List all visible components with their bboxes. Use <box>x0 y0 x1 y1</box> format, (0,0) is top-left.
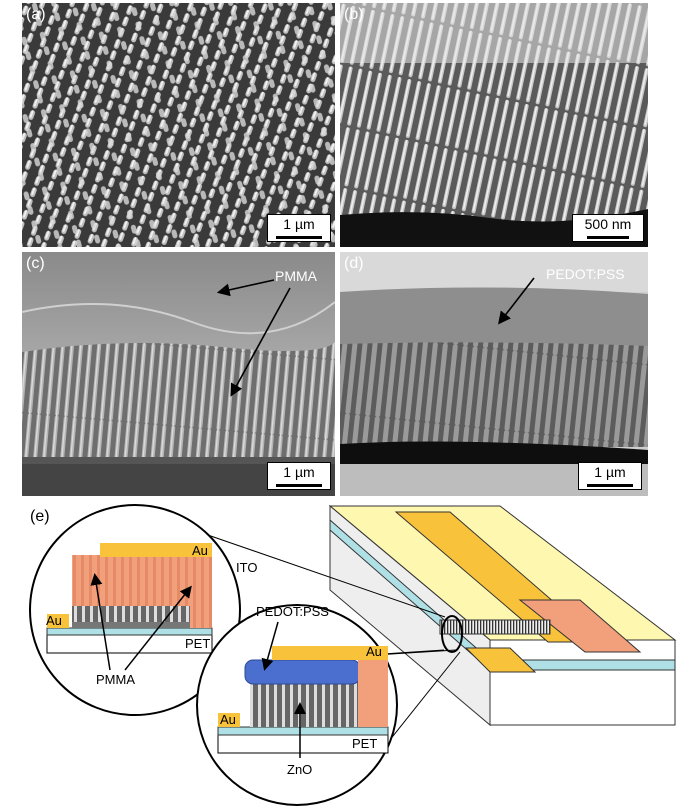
label-au-top-left: Au <box>192 543 208 558</box>
scale-bar-c-text: 1 µm <box>283 464 315 480</box>
scale-bar-b-text: 500 nm <box>584 216 632 232</box>
scale-bar-d: 1 µm <box>578 462 642 490</box>
panel-label-a: (a) <box>26 6 46 23</box>
panel-label-b: (b) <box>344 6 364 23</box>
device-3d <box>328 504 677 727</box>
scale-bar-d-line <box>587 484 633 487</box>
pmma-arrows <box>216 279 291 397</box>
scale-bar-c-line <box>276 484 322 487</box>
label-pet-right: PET <box>352 736 378 751</box>
scale-bar-b: 500 nm <box>572 214 644 242</box>
device-schematic <box>29 504 677 806</box>
scale-bar-a-text: 1 µm <box>283 216 315 232</box>
label-au-top-right: Au <box>366 644 382 659</box>
sem-panel-d: (d) PEDOT:PSS 1 µm <box>340 252 648 496</box>
label-pedot: PEDOT:PSS <box>256 604 329 619</box>
pedot-arrow <box>498 277 535 325</box>
scale-bar-d-text: 1 µm <box>594 464 626 480</box>
sem-image-b <box>340 3 648 247</box>
sem-image-a <box>22 3 335 247</box>
annotation-pmma: PMMA <box>275 268 317 284</box>
zoom-circle-pedot <box>196 604 398 806</box>
schematic-panel-e: (e) <box>0 500 682 806</box>
scale-bar-a-line <box>276 236 322 239</box>
scale-bar-c: 1 µm <box>267 462 331 490</box>
label-zno: ZnO <box>287 762 313 777</box>
panel-label-c: (c) <box>26 255 45 272</box>
sem-image-d <box>340 252 648 496</box>
panel-label-e: (e) <box>30 508 50 525</box>
sem-panel-c: (c) PMMA 1 µm <box>22 252 335 496</box>
label-pmma: PMMA <box>96 672 135 687</box>
annotation-pedot: PEDOT:PSS <box>546 266 625 282</box>
sem-panel-a: (a) 1 µm <box>22 3 335 247</box>
zoom-circle-pmma <box>29 504 241 716</box>
label-pet-left: PET <box>185 636 211 651</box>
panel-label-d: (d) <box>344 255 364 272</box>
label-ito: ITO <box>236 560 258 575</box>
scale-bar-a: 1 µm <box>267 214 331 242</box>
label-au-right-small: Au <box>220 712 236 727</box>
sem-panel-b: (b) 500 nm <box>340 3 648 247</box>
scale-bar-b-line <box>587 236 629 239</box>
label-au-left-small: Au <box>46 613 62 628</box>
